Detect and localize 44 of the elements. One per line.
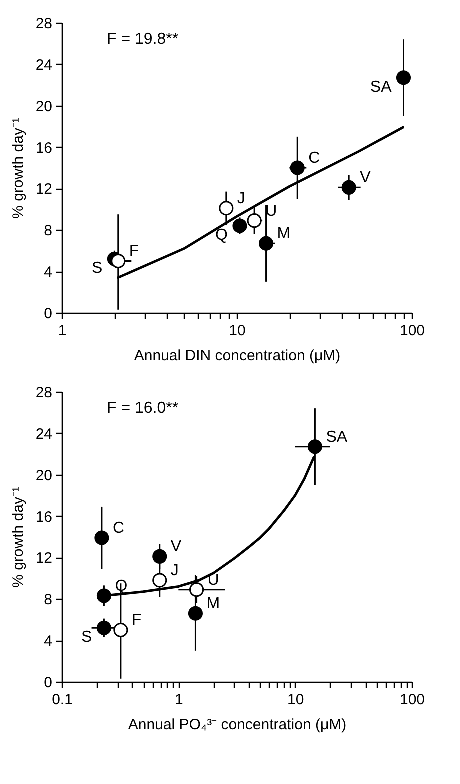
x-tick-label: 1	[174, 692, 184, 708]
annotation: F = 19.8**	[107, 31, 179, 48]
y-tick-label: 4	[44, 264, 52, 282]
annotation: M	[206, 596, 220, 613]
annotation: SA	[370, 78, 392, 96]
annotation: V	[360, 170, 372, 187]
annotation: S	[82, 629, 92, 646]
y-tick-label: 20	[36, 98, 52, 116]
annotation: J	[237, 190, 246, 208]
annotation: F = 16.0**	[107, 400, 179, 417]
annotation: F	[129, 243, 140, 260]
x-tick-label: 0.1	[52, 692, 73, 708]
x-tick-label: 100	[400, 692, 426, 708]
y-axis-title: % growth day⁻¹	[10, 118, 27, 219]
y-tick-label: 12	[36, 181, 52, 198]
y-tick-label: 16	[36, 140, 52, 157]
x-axis-title: Annual DIN concentration (μM)	[134, 348, 341, 364]
annotation: F	[132, 612, 142, 630]
x-tick-label: 10	[287, 692, 304, 708]
x-axis-title: Annual PO₄³⁻ concentration (μM)	[128, 716, 347, 734]
y-tick-label: 8	[44, 592, 52, 609]
y-tick-label: 0	[44, 306, 52, 322]
y-tick-label: 16	[36, 508, 52, 526]
annotation: M	[277, 226, 291, 243]
annotation: J	[170, 562, 179, 580]
y-tick-label: 12	[36, 550, 52, 568]
annotation: S	[92, 260, 103, 278]
y-tick-label: 4	[44, 633, 52, 650]
x-tick-label: 10	[229, 322, 246, 340]
y-tick-label: 28	[36, 384, 52, 402]
y-axis-title: % growth day⁻¹	[10, 487, 27, 588]
annotation: Q	[216, 227, 228, 244]
annotation: C	[112, 520, 125, 538]
y-tick-label: 28	[36, 16, 52, 32]
annotation: SA	[326, 428, 348, 446]
y-tick-label: 20	[36, 467, 52, 484]
y-tick-label: 8	[44, 222, 52, 240]
annotation: C	[308, 150, 320, 167]
y-tick-label: 24	[36, 56, 52, 74]
y-tick-label: 24	[36, 426, 52, 443]
x-tick-label: 100	[400, 322, 426, 340]
y-tick-label: 0	[44, 674, 52, 692]
x-tick-label: 1	[58, 322, 67, 340]
annotation: V	[170, 538, 182, 556]
